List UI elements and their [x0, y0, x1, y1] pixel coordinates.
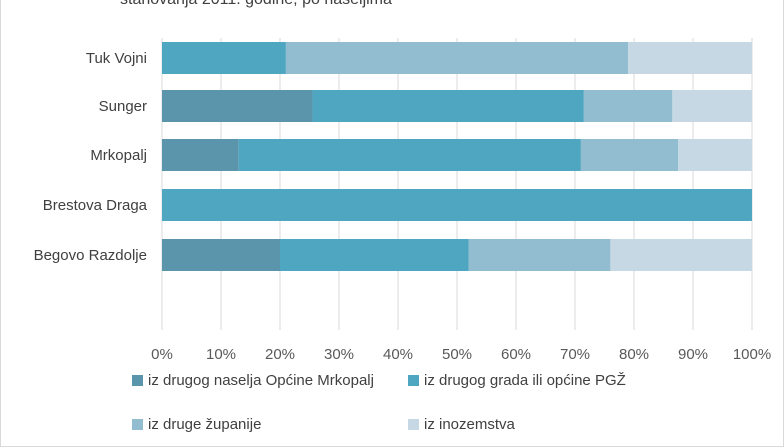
category-labels: Tuk Vojni Sunger Mrkopalj Brestova Draga Beg…	[34, 50, 148, 264]
legend-item: iz drugog naselja Općine Mrkopalj	[132, 372, 374, 389]
x-tick-label: 0%	[151, 346, 173, 363]
x-tick-label: 50%	[442, 346, 472, 363]
category-label: Tuk Vojni	[86, 50, 147, 67]
category-label: Brestova Draga	[43, 197, 148, 214]
legend-label: iz inozemstva	[424, 416, 516, 433]
bar-segment	[280, 239, 469, 271]
legend-label: iz druge županije	[148, 416, 261, 433]
bar-segment	[238, 139, 581, 171]
bar-segment	[580, 139, 679, 171]
bar-segment	[678, 139, 752, 171]
legend-swatch	[408, 375, 419, 386]
legend-item: iz inozemstva	[408, 416, 516, 433]
bar-segment	[162, 90, 313, 122]
x-tick-label: 10%	[206, 346, 236, 363]
bars	[162, 42, 752, 271]
x-tick-label: 90%	[678, 346, 708, 363]
legend-label: iz drugog naselja Općine Mrkopalj	[148, 372, 374, 389]
legend-item: iz druge županije	[132, 416, 261, 433]
x-tick-labels: 0% 10% 20% 30% 40% 50% 60% 70% 80% 90% 100%	[151, 346, 771, 363]
x-tick-label: 80%	[619, 346, 649, 363]
legend-item: iz drugog grada ili općine PGŽ	[408, 372, 626, 389]
x-tick-label: 40%	[383, 346, 413, 363]
bar-segment	[312, 90, 584, 122]
bar-segment	[162, 139, 239, 171]
bar-segment	[628, 42, 752, 74]
chart-title: stanovanja 2011. godine, po naseljima	[120, 0, 392, 9]
bar-segment	[672, 90, 752, 122]
legend: iz drugog naselja Općine Mrkopalj iz drug…	[132, 372, 626, 433]
bar-segment	[468, 239, 611, 271]
bar-segment	[162, 189, 752, 221]
x-tick-label: 20%	[265, 346, 295, 363]
bar-segment	[285, 42, 629, 74]
category-label: Mrkopalj	[90, 147, 147, 164]
bar-segment	[583, 90, 673, 122]
x-tick-label: 70%	[560, 346, 590, 363]
grid-lines	[161, 38, 753, 330]
legend-swatch	[132, 375, 143, 386]
category-label: Sunger	[99, 98, 147, 115]
bar-segment	[162, 239, 280, 271]
category-label: Begovo Razdolje	[34, 247, 147, 264]
legend-swatch	[132, 419, 143, 430]
x-tick-label: 30%	[324, 346, 354, 363]
bar-segment	[610, 239, 752, 271]
bar-segment	[162, 42, 286, 74]
x-tick-label: 100%	[733, 346, 771, 363]
x-tick-label: 60%	[501, 346, 531, 363]
legend-label: iz drugog grada ili općine PGŽ	[424, 372, 626, 389]
legend-swatch	[408, 419, 419, 430]
